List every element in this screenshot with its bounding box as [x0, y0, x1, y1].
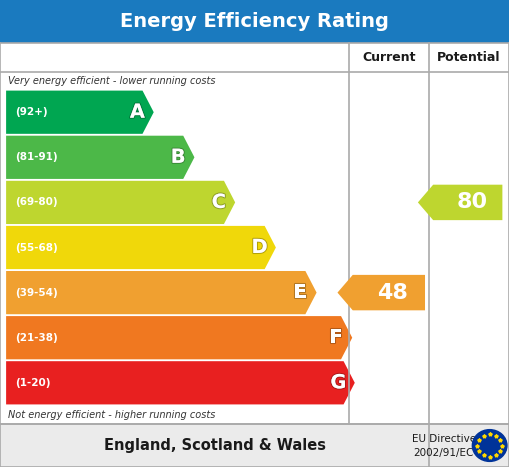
Text: 80: 80: [456, 192, 488, 212]
Text: 48: 48: [378, 283, 408, 303]
Text: Potential: Potential: [437, 51, 501, 64]
Text: Not energy efficient - higher running costs: Not energy efficient - higher running co…: [8, 410, 215, 420]
Polygon shape: [418, 184, 502, 220]
Text: England, Scotland & Wales: England, Scotland & Wales: [103, 438, 326, 453]
Polygon shape: [6, 361, 355, 404]
Text: Current: Current: [362, 51, 416, 64]
Text: D: D: [251, 238, 268, 257]
Text: (69-80): (69-80): [15, 198, 58, 207]
Polygon shape: [6, 181, 235, 224]
Text: (21-38): (21-38): [15, 333, 58, 343]
Text: C: C: [212, 193, 226, 212]
Text: G: G: [330, 373, 347, 392]
Text: A: A: [130, 103, 145, 122]
Text: (39-54): (39-54): [15, 288, 58, 297]
Polygon shape: [6, 316, 352, 359]
Text: Very energy efficient - lower running costs: Very energy efficient - lower running co…: [8, 76, 215, 86]
Bar: [0, 424, 509, 467]
Circle shape: [472, 430, 507, 461]
Text: (81-91): (81-91): [15, 152, 58, 163]
Text: (92+): (92+): [15, 107, 48, 117]
Text: B: B: [171, 148, 185, 167]
Text: (1-20): (1-20): [15, 378, 51, 388]
Text: EU Directive
2002/91/EC: EU Directive 2002/91/EC: [412, 433, 475, 458]
Polygon shape: [337, 275, 425, 311]
Polygon shape: [6, 226, 276, 269]
Text: F: F: [329, 328, 343, 347]
Polygon shape: [6, 136, 194, 179]
Polygon shape: [6, 271, 317, 314]
Text: (55-68): (55-68): [15, 242, 58, 253]
Bar: [0, 0, 509, 43]
Polygon shape: [6, 91, 154, 134]
Text: E: E: [294, 283, 307, 302]
Text: Energy Efficiency Rating: Energy Efficiency Rating: [120, 12, 389, 31]
